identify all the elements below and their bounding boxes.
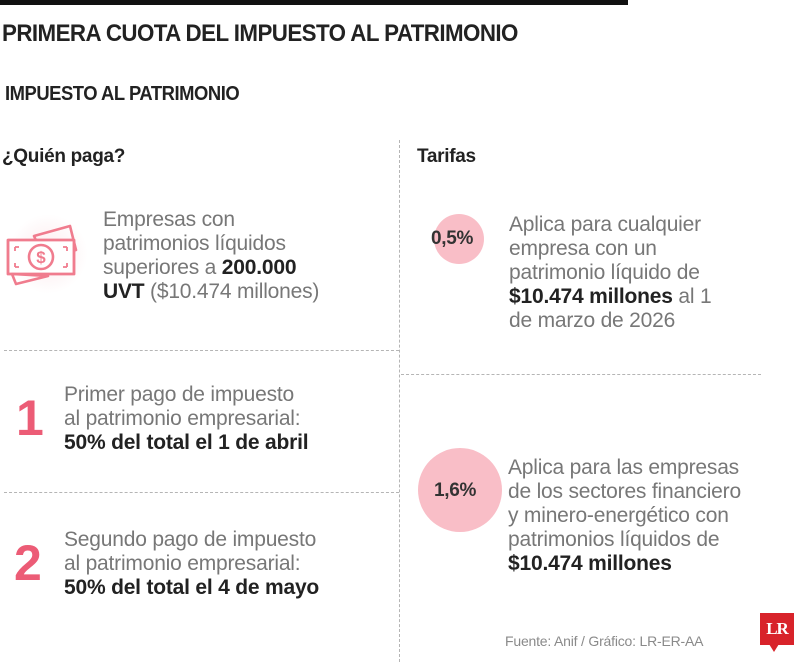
rate-circle-small: [434, 214, 484, 264]
lr-logo-tail: [769, 644, 779, 652]
rate-2-text: Aplica para las empresas de los sectores…: [508, 456, 741, 575]
page-title: PRIMERA CUOTA DEL IMPUESTO AL PATRIMONIO: [2, 20, 518, 47]
rates-heading: Tarifas: [417, 146, 476, 167]
source-credit: Fuente: Anif / Gráfico: LR-ER-AA: [505, 633, 704, 649]
lr-logo: LR: [760, 613, 794, 645]
divider-left-2: [4, 492, 399, 493]
rate-value-2: 1,6%: [434, 480, 477, 501]
divider-right-1: [401, 374, 761, 375]
svg-text:$: $: [36, 248, 46, 267]
step-2-text: Segundo pago de impuesto al patrimonio e…: [64, 528, 320, 599]
who-pays-text: Empresas con patrimonios líquidos superi…: [103, 208, 320, 303]
step-1-text: Primer pago de impuesto al patrimonio em…: [64, 383, 309, 454]
rate-circle-large: [418, 448, 502, 532]
rate-1-text: Aplica para cualquier empresa con un pat…: [509, 213, 712, 332]
divider-left-1: [4, 350, 399, 351]
rate-value-1: 0,5%: [431, 228, 474, 249]
section-title: IMPUESTO AL PATRIMONIO: [5, 83, 240, 105]
step-number-1: 1: [16, 390, 44, 446]
step-number-2: 2: [14, 535, 42, 591]
top-rule: [0, 0, 628, 5]
money-bill-icon: $: [6, 224, 78, 286]
vertical-divider: [399, 140, 400, 662]
who-pays-heading: ¿Quién paga?: [2, 146, 126, 167]
